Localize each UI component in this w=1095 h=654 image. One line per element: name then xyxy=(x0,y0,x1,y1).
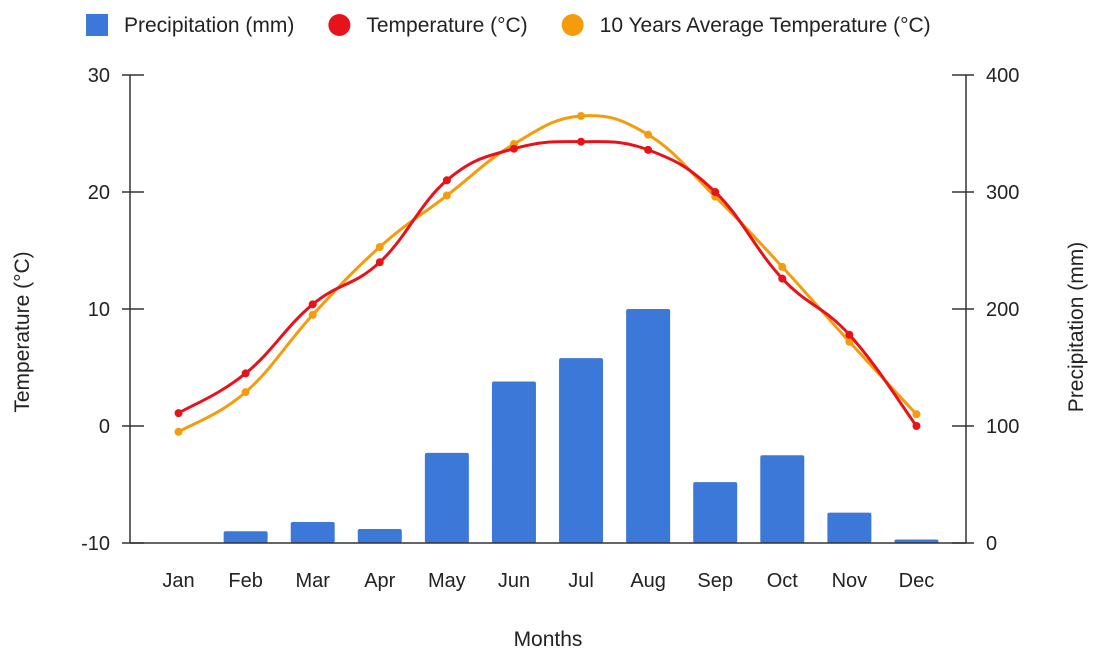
temperature-point xyxy=(308,300,317,309)
legend: Precipitation (mm) Temperature (°C) 10 Yea… xyxy=(86,14,931,37)
x-axis-category-label: Sep xyxy=(697,570,733,592)
average-temperature-point xyxy=(375,242,384,251)
x-axis-category-label: May xyxy=(428,570,466,592)
precipitation-bar xyxy=(894,539,939,543)
temperature-point xyxy=(711,188,720,196)
temperature-point xyxy=(375,258,384,267)
x-axis-category-label: Jan xyxy=(162,570,194,592)
temperature-point xyxy=(509,144,518,153)
x-axis-category-label: Nov xyxy=(832,570,868,592)
temperature-point xyxy=(174,409,183,418)
temperature-point xyxy=(912,422,921,430)
legend-label-precipitation: Precipitation (mm) xyxy=(124,14,294,37)
x-axis-category-label: Feb xyxy=(228,570,262,592)
x-axis-title: Months xyxy=(514,628,583,651)
precipitation-bar xyxy=(357,528,402,543)
average-temperature-point xyxy=(241,388,250,397)
average-temperature-point xyxy=(912,410,921,419)
temperature-point xyxy=(778,274,787,283)
precipitation-bar xyxy=(559,358,604,543)
y-axis-right-tick-label: 100 xyxy=(986,416,1019,438)
precipitation-bars xyxy=(223,309,939,543)
average-temperature-point xyxy=(308,310,317,319)
y-axis-left-tick-label: 30 xyxy=(88,65,110,87)
precipitation-bar xyxy=(827,512,872,543)
x-axis-category-label: Mar xyxy=(295,570,330,592)
y-axis-right-tick-label: 400 xyxy=(986,65,1019,87)
average-temperature-point xyxy=(442,191,451,200)
y-axis-right-tick-label: 300 xyxy=(986,182,1019,204)
precipitation-bar xyxy=(290,521,335,543)
temperature-point xyxy=(442,176,451,185)
precipitation-bar xyxy=(626,309,671,543)
precipitation-bar xyxy=(693,482,738,543)
average-temperature-point xyxy=(174,427,183,436)
legend-item-precipitation: Precipitation (mm) xyxy=(86,14,294,37)
temperature-point xyxy=(845,330,854,339)
precipitation-bar xyxy=(223,531,268,543)
temperature-point xyxy=(644,145,653,154)
y-axis-right-tick-label: 200 xyxy=(986,299,1019,321)
precipitation-bar xyxy=(424,452,469,543)
temperature-line xyxy=(177,140,918,428)
legend-swatch-precipitation xyxy=(86,14,108,36)
temperature-point xyxy=(241,369,250,378)
legend-item-average-temperature: 10 Years Average Temperature (°C) xyxy=(561,14,931,37)
temperature-point xyxy=(577,137,586,146)
y-axis-right-title: Precipitation (mm) xyxy=(1065,242,1088,412)
average-temperature-point xyxy=(845,337,854,346)
average-temperature-point xyxy=(778,262,787,271)
x-axis-category-label: Oct xyxy=(767,570,799,592)
precipitation-bar xyxy=(760,455,805,543)
legend-swatch-temperature xyxy=(328,14,351,36)
x-axis-category-label: Aug xyxy=(630,570,666,592)
average-temperature-point xyxy=(644,130,653,139)
x-axis-category-label: Apr xyxy=(364,570,395,592)
y-axis-left-tick-label: 20 xyxy=(88,182,110,204)
y-axis-left-title: Temperature (°C) xyxy=(11,251,34,412)
average-temperature-point xyxy=(577,111,586,120)
temperature-lines xyxy=(174,111,921,436)
x-axis-category-label: Dec xyxy=(899,570,935,592)
legend-swatch-average-temperature xyxy=(561,14,584,36)
legend-item-temperature: Temperature (°C) xyxy=(328,14,528,37)
y-axis-left-tick-label: 10 xyxy=(88,299,110,321)
legend-label-average-temperature: 10 Years Average Temperature (°C) xyxy=(600,14,931,37)
y-axis-right-tick-label: 0 xyxy=(986,533,997,555)
x-axis-category-label: Jul xyxy=(568,570,594,592)
y-axis-left-tick-label: -10 xyxy=(81,533,110,555)
y-axis-left-tick-label: 0 xyxy=(99,416,110,438)
legend-label-temperature: Temperature (°C) xyxy=(366,14,527,37)
x-axis-category-label: Jun xyxy=(498,570,530,592)
average-temperature-line xyxy=(177,114,918,434)
precipitation-bar xyxy=(491,381,536,543)
